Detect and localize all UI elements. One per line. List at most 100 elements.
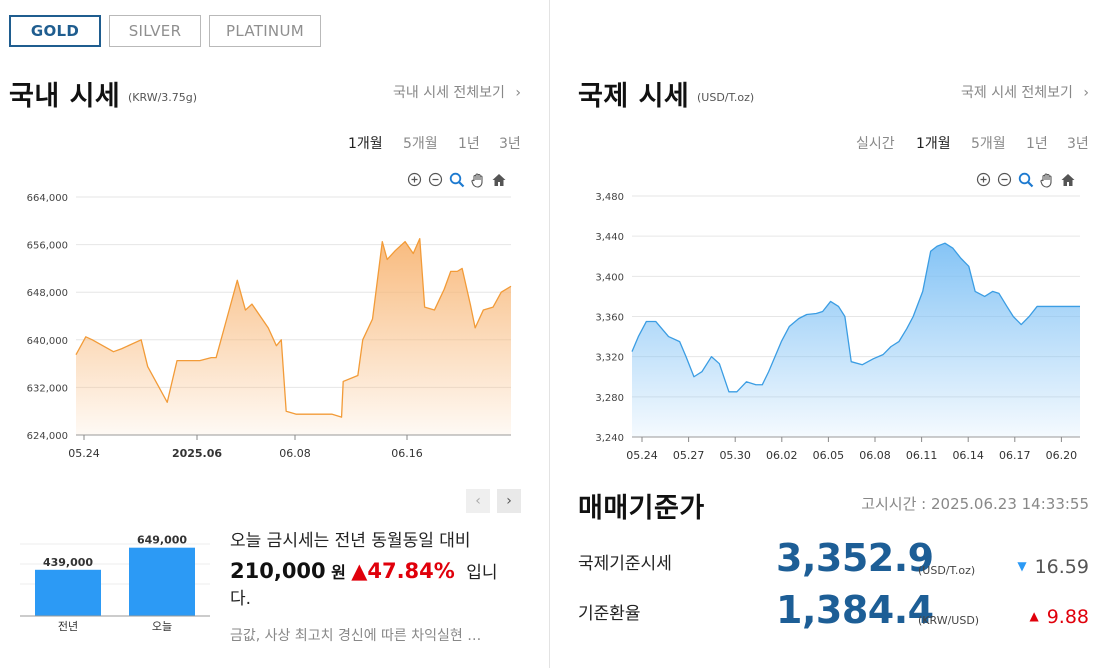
exchange-rate-label: 기준환율 xyxy=(578,604,641,624)
tab-platinum[interactable]: PLATINUM xyxy=(209,15,321,47)
domestic-x-tick-label: 2025.06 xyxy=(172,447,222,460)
intl-x-tick-label: 05.24 xyxy=(626,449,658,462)
compare-category-label: 전년 xyxy=(58,620,78,633)
domestic-view-all-label: 국내 시세 전체보기 xyxy=(392,85,505,101)
chevron-right-icon: › xyxy=(506,493,512,509)
tab-silver[interactable]: SILVER xyxy=(109,15,201,47)
down-arrow-icon: ▼ xyxy=(1017,559,1027,573)
pan-hand-icon[interactable] xyxy=(1038,171,1055,188)
domestic-y-tick-label: 648,000 xyxy=(27,288,68,299)
domestic-area-fill xyxy=(76,238,511,435)
intl-y-tick-label: 3,400 xyxy=(595,272,624,283)
compare-bar-value-label: 649,000 xyxy=(137,534,187,547)
notice-time: 고시시간 : 2025.06.23 14:33:55 xyxy=(861,495,1089,513)
summary-line2: 210,000 원 ▲47.84% 입니 xyxy=(230,558,520,586)
chevron-right-icon: › xyxy=(1083,85,1089,101)
intl-x-tick-label: 05.30 xyxy=(719,449,751,462)
domestic-y-tick-label: 624,000 xyxy=(27,431,68,442)
compare-category-label: 오늘 xyxy=(152,620,172,633)
up-arrow-icon: ▲ xyxy=(351,559,368,583)
intl-y-tick-label: 3,280 xyxy=(595,393,624,404)
up-arrow-icon: ▲ xyxy=(1029,609,1039,623)
year-compare-summary: 오늘 금시세는 전년 동월동일 대비 210,000 원 ▲47.84% 입니 … xyxy=(230,528,520,612)
domestic-unit: (KRW/3.75g) xyxy=(128,91,198,104)
domestic-period-3year[interactable]: 3년 xyxy=(499,136,521,152)
intl-x-tick-label: 06.11 xyxy=(906,449,938,462)
chevron-left-icon: ‹ xyxy=(475,493,481,509)
home-icon[interactable] xyxy=(490,171,507,188)
zoom-in-icon[interactable] xyxy=(975,171,992,188)
home-icon[interactable] xyxy=(1059,171,1076,188)
intl-x-tick-label: 06.02 xyxy=(766,449,798,462)
summary-won: 원 xyxy=(331,563,346,582)
next-page-button[interactable]: › xyxy=(497,489,521,513)
compare-bar xyxy=(129,547,195,616)
summary-tail: 입니 xyxy=(466,563,498,583)
intl-period-realtime[interactable]: 실시간 xyxy=(856,136,895,152)
exchange-rate-change-value: 9.88 xyxy=(1046,606,1089,628)
intl-standard-value: 3,352.9 xyxy=(776,536,934,580)
intl-x-tick-label: 06.20 xyxy=(1046,449,1078,462)
chevron-right-icon: › xyxy=(515,85,521,101)
magnify-icon[interactable] xyxy=(1017,171,1034,188)
international-unit: (USD/T.oz) xyxy=(697,91,755,104)
international-view-all-label: 국제 시세 전체보기 xyxy=(960,85,1073,101)
international-chart-tools xyxy=(975,171,1076,188)
domestic-y-tick-label: 640,000 xyxy=(27,336,68,347)
zoom-out-icon[interactable] xyxy=(996,171,1013,188)
domestic-price-chart: 664,000 656,000 648,000 640,000 632,000 624,0… xyxy=(27,193,512,460)
intl-period-1year[interactable]: 1년 xyxy=(1026,136,1048,152)
intl-x-tick-label: 06.14 xyxy=(952,449,984,462)
domestic-chart-tools xyxy=(406,171,507,188)
prev-page-button[interactable]: ‹ xyxy=(466,489,490,513)
zoom-out-icon[interactable] xyxy=(427,171,444,188)
intl-y-tick-label: 3,440 xyxy=(595,232,624,243)
domestic-y-tick-label: 656,000 xyxy=(27,241,68,252)
intl-period-3year[interactable]: 3년 xyxy=(1067,136,1089,152)
exchange-rate-unit: (KRW/USD) xyxy=(918,614,980,627)
intl-y-tick-label: 3,240 xyxy=(595,433,624,444)
domestic-view-all-link[interactable]: 국내 시세 전체보기 › xyxy=(393,82,521,102)
intl-standard-change-value: 16.59 xyxy=(1034,556,1089,578)
summary-line3: 다. xyxy=(230,589,252,609)
domestic-series-line xyxy=(75,238,512,418)
intl-standard-change: ▼ 16.59 xyxy=(1017,556,1089,578)
intl-x-tick-label: 05.27 xyxy=(673,449,705,462)
domestic-y-tick-label: 632,000 xyxy=(27,383,68,394)
compare-bar-value-label: 439,000 xyxy=(43,556,93,569)
intl-area-fill xyxy=(632,243,1080,437)
column-divider xyxy=(549,0,550,668)
international-price-chart: 3,480 3,440 3,400 3,360 3,320 3,280 3,24005.24… xyxy=(595,192,1080,462)
domestic-y-tick-label: 664,000 xyxy=(27,193,68,204)
domestic-x-tick-label: 06.16 xyxy=(391,447,423,460)
summary-line1: 오늘 금시세는 전년 동월동일 대비 xyxy=(230,531,471,551)
intl-y-tick-label: 3,480 xyxy=(595,192,624,203)
summary-amount: 210,000 xyxy=(230,559,326,583)
zoom-in-icon[interactable] xyxy=(406,171,423,188)
magnify-icon[interactable] xyxy=(448,171,465,188)
summary-percent: 47.84% xyxy=(367,559,455,583)
intl-period-1month[interactable]: 1개월 xyxy=(916,136,951,152)
intl-period-5month[interactable]: 5개월 xyxy=(971,136,1006,152)
domestic-x-tick-label: 05.24 xyxy=(68,447,100,460)
international-view-all-link[interactable]: 국제 시세 전체보기 › xyxy=(961,82,1089,102)
domestic-period-1year[interactable]: 1년 xyxy=(458,136,480,152)
intl-standard-unit: (USD/T.oz) xyxy=(918,564,976,577)
exchange-rate-value: 1,384.4 xyxy=(776,588,934,632)
domestic-x-tick-label: 06.08 xyxy=(279,447,311,460)
pan-hand-icon[interactable] xyxy=(469,171,486,188)
exchange-rate-change: ▲ 9.88 xyxy=(1029,606,1089,628)
intl-standard-label: 국제기준시세 xyxy=(578,554,672,574)
intl-x-tick-label: 06.17 xyxy=(999,449,1031,462)
intl-x-tick-label: 06.05 xyxy=(813,449,845,462)
standard-price-title: 매매기준가 xyxy=(578,493,705,524)
news-headline-link[interactable]: 금값, 사상 최고치 경신에 따른 차익실현 … xyxy=(230,628,482,644)
international-title: 국제 시세 xyxy=(578,81,690,112)
domestic-period-1month[interactable]: 1개월 xyxy=(348,136,383,152)
tab-gold[interactable]: GOLD xyxy=(9,15,101,47)
compare-bar xyxy=(35,569,101,616)
intl-x-tick-label: 06.08 xyxy=(859,449,891,462)
intl-y-tick-label: 3,360 xyxy=(595,313,624,324)
domestic-period-5month[interactable]: 5개월 xyxy=(403,136,438,152)
